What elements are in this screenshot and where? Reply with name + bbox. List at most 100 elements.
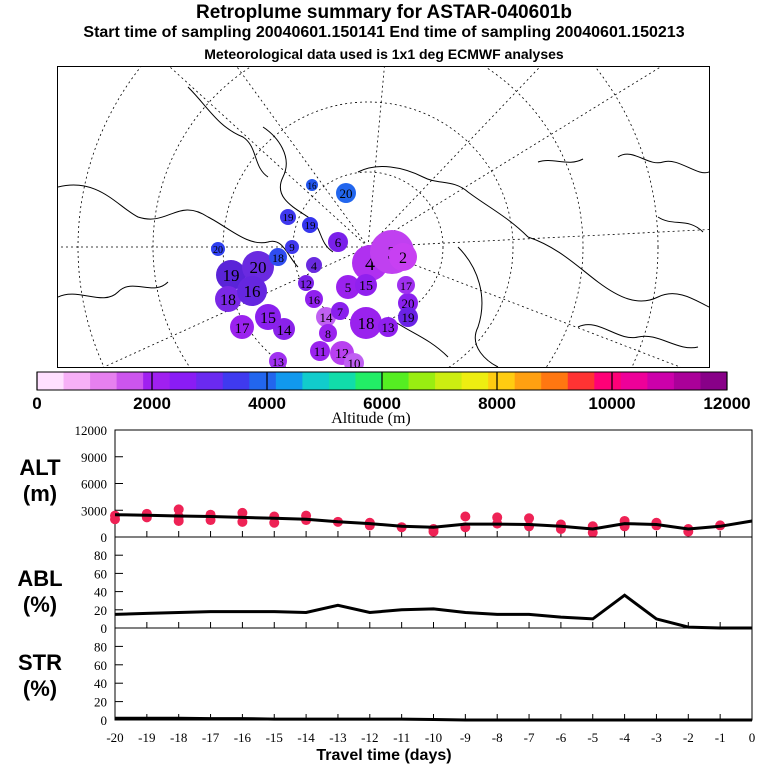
alt-particle-point	[524, 513, 535, 524]
y-tick-label: 0	[101, 713, 108, 728]
str-ylabel: STR (%)	[0, 650, 80, 702]
colorbar-cell	[116, 372, 144, 390]
map-cluster: 18	[215, 286, 241, 312]
cluster-label: 20	[250, 258, 267, 277]
colorbar-cell	[63, 372, 91, 390]
map-cluster: 20	[398, 293, 418, 313]
map-cluster: 19	[302, 217, 318, 233]
map-cluster: 4	[306, 257, 322, 273]
colorbar-cells	[37, 372, 728, 390]
cluster-dot	[230, 315, 254, 339]
alt-particle-point	[524, 521, 535, 532]
cluster-label: 5	[345, 280, 352, 295]
colorbar-cell	[90, 372, 118, 390]
colorbar-cell	[408, 372, 436, 390]
cluster-label: 6	[335, 235, 342, 250]
cluster-dot	[242, 251, 274, 283]
cluster-label: 16	[244, 282, 261, 301]
cluster-label: 19	[402, 310, 415, 325]
cluster-dot	[378, 317, 398, 337]
retroplume-map: 19 20 18 16 17 15 14 20 18 19 20 16 19 9…	[57, 66, 710, 368]
colorbar-cell	[514, 372, 542, 390]
panel-frame	[114, 536, 753, 629]
y-tick-label: 80	[94, 639, 107, 654]
cluster-label: 15	[260, 310, 276, 327]
cluster-dot	[398, 307, 418, 327]
colorbar-cell	[275, 372, 303, 390]
colorbar-cell	[541, 372, 569, 390]
particle-clusters: 19 20 18 16 17 15 14 20 18 19 20 16 19 9…	[211, 179, 418, 367]
x-tick-label: -13	[329, 730, 346, 745]
cluster-dot	[302, 217, 318, 233]
y-tick-label: 20	[94, 695, 107, 710]
map-cluster: 20	[211, 242, 225, 256]
colorbar-cell	[567, 372, 595, 390]
colorbar-label: Altitude (m)	[331, 410, 411, 427]
cluster-dot	[398, 293, 418, 313]
cluster-dot	[306, 179, 318, 191]
map-cluster: 16	[305, 290, 323, 308]
map-cluster: 19	[398, 307, 418, 327]
cluster-label: 18	[358, 314, 375, 333]
colorbar-cell	[249, 372, 277, 390]
colorbar-tick-label: 0	[32, 394, 41, 413]
cluster-dot	[350, 307, 382, 339]
map-cluster: 9	[285, 240, 299, 254]
cluster-dot	[285, 240, 299, 254]
x-tick-label: -1	[715, 730, 726, 745]
colorbar-tick-label: 2000	[133, 394, 171, 413]
cluster-dot	[310, 341, 330, 361]
cluster-label: 4	[365, 253, 375, 275]
x-tick-label: -18	[170, 730, 187, 745]
x-tick-label: -20	[106, 730, 123, 745]
x-tick-label: -6	[555, 730, 566, 745]
colorbar-cell	[461, 372, 489, 390]
map-cluster: 11	[310, 341, 330, 361]
colorbar-cell	[169, 372, 197, 390]
x-tick-label: -12	[361, 730, 378, 745]
cluster-dot	[215, 286, 241, 312]
x-tick-label: 0	[749, 730, 756, 745]
cluster-dot	[269, 352, 287, 367]
cluster-label: 20	[213, 245, 223, 256]
alt-particle-point	[173, 504, 184, 515]
y-tick-label: 60	[94, 566, 107, 581]
str-ylabel-text: STR	[18, 650, 62, 675]
cluster-dot	[211, 242, 225, 256]
x-tick-label: -11	[393, 730, 410, 745]
cluster-label: 11	[314, 344, 327, 359]
colorbar-tick-label: 12000	[703, 394, 750, 413]
alt-particle-point	[428, 526, 439, 537]
x-tick-label: -5	[587, 730, 598, 745]
y-tick-label: 40	[94, 676, 107, 691]
map-cluster: 16	[237, 276, 267, 306]
cluster-dot	[316, 307, 336, 327]
panel-abl: 0 20 40 60 80	[94, 536, 753, 636]
cluster-dot	[305, 290, 323, 308]
colorbar-cell	[196, 372, 224, 390]
colorbar-tick-label: 10000	[588, 394, 635, 413]
cluster-label: 13	[382, 320, 395, 335]
map-cluster: 17	[397, 276, 415, 294]
x-tick-label: -4	[619, 730, 630, 745]
cluster-label: 20	[402, 296, 415, 311]
map-cluster: 18	[269, 248, 287, 266]
alt-particle-point	[237, 516, 248, 527]
cluster-label: 15	[359, 279, 373, 294]
map-cluster: 19	[280, 209, 296, 225]
colorbar-cell	[302, 372, 330, 390]
map-cluster: 16	[306, 179, 318, 191]
y-tick-label: 20	[94, 603, 107, 618]
cluster-dot	[306, 257, 322, 273]
altitude-colorbar: 0 2000 4000 6000 8000 10000 12000 Altitude (m)	[0, 370, 768, 430]
cluster-label: 13	[272, 355, 284, 367]
sampling-times: Start time of sampling 20040601.150141 E…	[83, 24, 685, 41]
colorbar-cell	[328, 372, 356, 390]
map-cluster: 14	[273, 318, 295, 340]
cluster-dot	[331, 302, 349, 320]
cluster-dot	[355, 274, 377, 296]
x-tick-label: -14	[297, 730, 315, 745]
x-tick-label: -2	[683, 730, 694, 745]
met-data-note: Meteorological data used is 1x1 deg ECMW…	[204, 46, 564, 62]
map-cluster: 10	[344, 353, 364, 367]
